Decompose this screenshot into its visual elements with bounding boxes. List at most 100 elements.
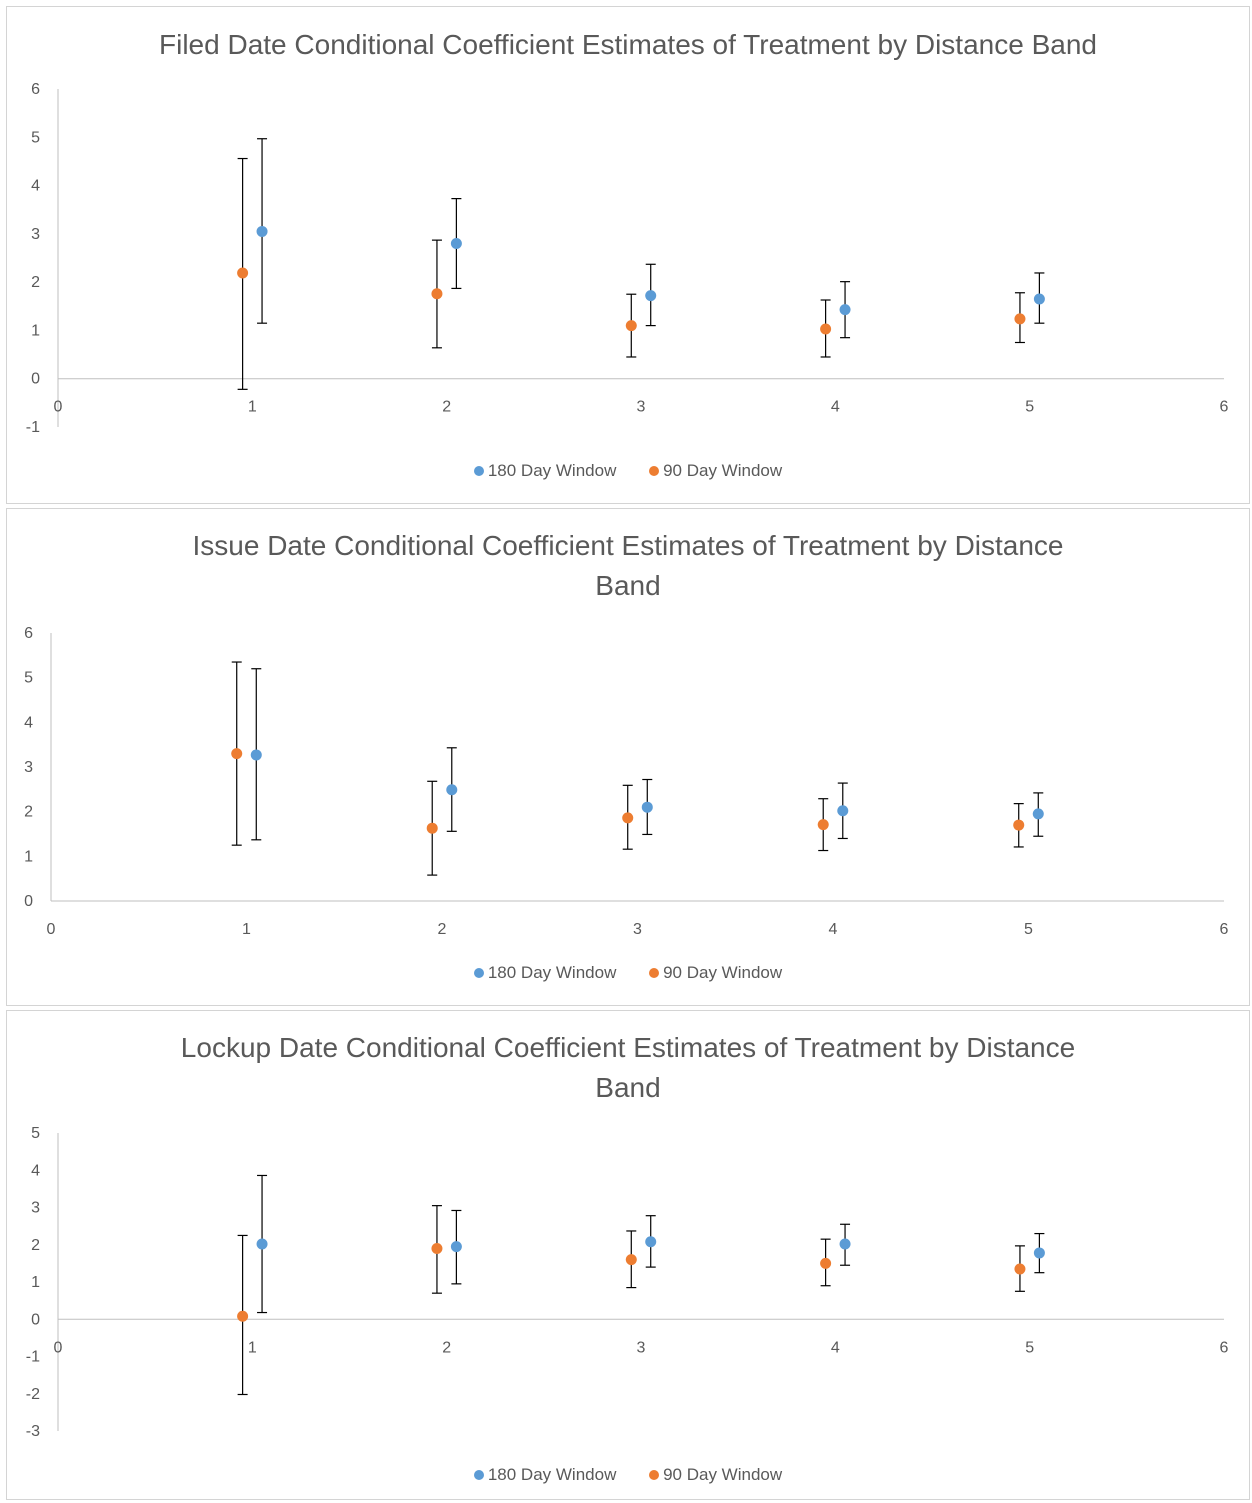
- data-point: [231, 748, 243, 760]
- x-tick-label: 4: [831, 1339, 840, 1356]
- x-tick-label: 5: [1025, 1339, 1034, 1356]
- chart-title: Filed Date Conditional Coefficient Estim…: [159, 29, 1097, 60]
- data-point: [250, 749, 262, 761]
- data-point: [1014, 313, 1026, 325]
- legend-item-180: 180 Day Window: [473, 1465, 617, 1485]
- y-tick-label: -2: [26, 1386, 40, 1403]
- legend-marker-180: [473, 1470, 484, 1480]
- y-tick-label: 1: [31, 322, 40, 339]
- chart-legend: 180 Day Window 90 Day Window: [7, 461, 1249, 481]
- y-tick-label: 5: [31, 129, 40, 146]
- legend-item-90: 90 Day Window: [649, 963, 782, 983]
- y-tick-label: 6: [31, 81, 40, 98]
- data-point: [837, 805, 849, 817]
- data-point: [237, 1310, 249, 1322]
- data-point: [431, 1242, 443, 1254]
- y-tick-label: 4: [31, 1162, 40, 1179]
- data-point: [625, 1254, 637, 1266]
- y-tick-label: -3: [26, 1423, 40, 1440]
- data-point: [641, 801, 653, 813]
- x-tick-label: 4: [831, 399, 840, 416]
- data-point: [256, 225, 268, 237]
- x-tick-label: 1: [248, 1339, 257, 1356]
- data-point: [431, 288, 443, 300]
- chart-panel-issue: Issue Date Conditional Coefficient Estim…: [6, 508, 1250, 1006]
- legend-marker-90: [649, 1470, 660, 1480]
- data-point: [256, 1238, 268, 1250]
- chart-legend: 180 Day Window 90 Day Window: [7, 963, 1249, 983]
- legend-item-90: 90 Day Window: [649, 461, 782, 481]
- series-180-day: [256, 138, 1045, 339]
- data-point: [446, 784, 458, 796]
- chart-plot-lockup: -3 -2 -1 0 1 2 3 4 5 0 1 2 3 4 5 6: [26, 1125, 1229, 1440]
- series-180-day: [256, 1174, 1045, 1314]
- chart-title: Lockup Date Conditional Coefficient Esti…: [180, 1032, 1076, 1103]
- x-tick-label: 2: [438, 921, 447, 938]
- x-tick-label: 2: [442, 399, 451, 416]
- y-tick-label: 5: [24, 670, 33, 687]
- legend-item-180: 180 Day Window: [473, 461, 617, 481]
- x-tick-label: 3: [637, 1339, 646, 1356]
- y-tick-label: 4: [31, 178, 40, 195]
- chart-legend: 180 Day Window 90 Day Window: [7, 1465, 1249, 1485]
- series-90-day: [231, 661, 1025, 876]
- x-tick-label: 4: [829, 921, 838, 938]
- chart-plot-filed: -1 0 1 2 3 4 5 6 0 1 2 3 4 5 6: [26, 81, 1229, 436]
- legend-label-90: 90 Day Window: [663, 1465, 783, 1484]
- y-tick-label: 1: [24, 848, 33, 865]
- legend-marker-180: [473, 968, 484, 978]
- data-point: [622, 812, 634, 824]
- data-point: [625, 320, 637, 332]
- legend-item-180: 180 Day Window: [473, 963, 617, 983]
- x-tick-label: 0: [54, 399, 63, 416]
- legend-marker-90: [649, 466, 660, 476]
- x-tick-label: 6: [1220, 399, 1229, 416]
- data-point: [450, 238, 462, 250]
- y-tick-label: -1: [26, 1349, 40, 1366]
- data-point: [237, 267, 249, 279]
- legend-item-90: 90 Day Window: [649, 1465, 782, 1485]
- data-point: [817, 819, 829, 831]
- chart-panel-filed: Filed Date Conditional Coefficient Estim…: [6, 6, 1250, 504]
- x-tick-label: 5: [1025, 399, 1034, 416]
- y-tick-label: 2: [31, 1237, 40, 1254]
- y-tick-label: 6: [24, 625, 33, 642]
- legend-label-180: 180 Day Window: [487, 963, 617, 982]
- data-point: [450, 1241, 462, 1253]
- x-tick-label: 1: [242, 921, 251, 938]
- legend-label-180: 180 Day Window: [487, 461, 617, 480]
- x-tick-label: 5: [1024, 921, 1033, 938]
- chart-panel-lockup: Lockup Date Conditional Coefficient Esti…: [6, 1010, 1250, 1500]
- data-point: [1014, 1263, 1026, 1275]
- legend-marker-180: [473, 466, 484, 476]
- data-point: [820, 1257, 832, 1269]
- data-point: [645, 1236, 657, 1248]
- y-tick-label: 3: [24, 759, 33, 776]
- y-tick-label: 1: [31, 1274, 40, 1291]
- y-tick-label: 3: [31, 226, 40, 243]
- x-tick-label: 6: [1220, 1339, 1229, 1356]
- y-tick-label: 0: [24, 893, 33, 910]
- x-tick-label: 0: [47, 921, 56, 938]
- legend-label-180: 180 Day Window: [487, 1465, 617, 1484]
- data-point: [1033, 293, 1045, 305]
- series-90-day: [237, 1205, 1026, 1396]
- chart-plot-issue: 0 1 2 3 4 5 6 0 1 2 3 4 5 6: [24, 625, 1229, 938]
- x-tick-label: 0: [54, 1339, 63, 1356]
- x-tick-label: 6: [1220, 921, 1229, 938]
- y-tick-label: 3: [31, 1200, 40, 1217]
- chart-title: Issue Date Conditional Coefficient Estim…: [192, 530, 1064, 601]
- x-tick-label: 3: [633, 921, 642, 938]
- data-point: [1033, 1247, 1045, 1259]
- data-point: [645, 290, 657, 302]
- data-point: [1013, 819, 1025, 831]
- legend-label-90: 90 Day Window: [663, 461, 783, 480]
- x-tick-label: 1: [248, 399, 257, 416]
- y-tick-label: -1: [26, 419, 40, 436]
- legend-marker-90: [649, 968, 660, 978]
- data-point: [1032, 808, 1044, 820]
- y-tick-label: 0: [31, 1311, 40, 1328]
- series-90-day: [237, 157, 1026, 390]
- y-tick-label: 4: [24, 714, 33, 731]
- y-tick-label: 5: [31, 1125, 40, 1142]
